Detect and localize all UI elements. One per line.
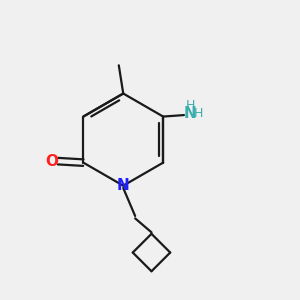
Text: H: H (186, 99, 195, 112)
Text: N: N (117, 178, 130, 193)
Text: H: H (194, 107, 203, 120)
Text: N: N (184, 106, 197, 121)
Text: O: O (45, 154, 58, 169)
